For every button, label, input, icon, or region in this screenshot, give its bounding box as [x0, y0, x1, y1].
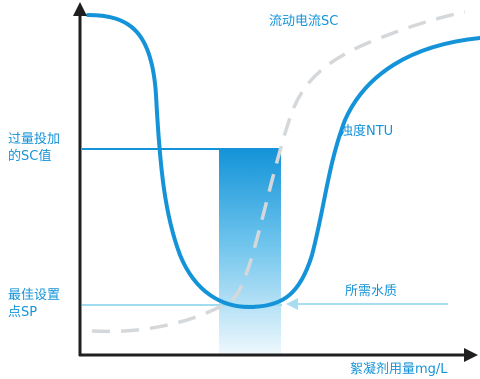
turbidity-curve [86, 13, 480, 310]
optimal-setpoint-label-line2: 点SP [8, 305, 38, 320]
streaming-current-curve [91, 10, 466, 334]
optimal-setpoint-label: 最佳设置 点SP [8, 287, 60, 321]
streaming-current-label: 流动电流SC [269, 14, 339, 29]
overdose-sc-label-line1: 过量投加 [8, 132, 61, 147]
y-axis-arrowhead [73, 2, 87, 16]
turbidity-label: 浊度NTU [340, 124, 394, 139]
required-quality-label: 所需水质 [345, 284, 398, 299]
required-quality-arrowhead [286, 298, 298, 310]
x-axis-arrowhead [464, 348, 478, 362]
optimal-setpoint-label-line1: 最佳设置 [8, 288, 61, 303]
overdose-sc-label: 过量投加 的SC值 [8, 131, 60, 165]
x-axis-label: 絮凝剂用量mg/L [350, 362, 448, 377]
overdose-sc-label-line2: 的SC值 [8, 149, 52, 164]
